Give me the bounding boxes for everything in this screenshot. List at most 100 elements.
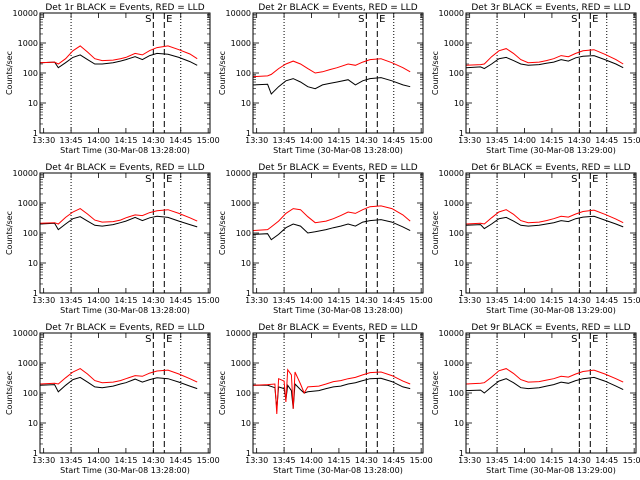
- lld-series-line: [252, 368, 411, 415]
- x-tick-label: 15:00: [623, 296, 640, 305]
- start-marker-label: S: [145, 14, 151, 25]
- y-tick-label: 1000: [444, 199, 464, 208]
- panel-title: Det 5r BLACK = Events, RED = LLD: [258, 163, 417, 173]
- plot-frame: [252, 12, 424, 134]
- y-tick-label: 100: [236, 229, 251, 238]
- x-tick-label: 14:30: [142, 136, 165, 145]
- panel-det-1r: Det 1r BLACK = Events, RED = LLD 1 10 100 10…: [5, 3, 220, 155]
- x-axis-label: Start Time (30-Mar-08 13:29:00): [486, 306, 616, 315]
- panel-det-5r: Det 5r BLACK = Events, RED = LLD 1 10 100 10…: [218, 163, 433, 315]
- y-tick-label: 1000: [444, 359, 464, 368]
- y-axis-label: Counts/sec: [5, 211, 14, 255]
- x-tick-label: 14:15: [114, 456, 137, 465]
- end-marker-label: E: [592, 334, 598, 345]
- x-tick-label: 14:15: [540, 456, 563, 465]
- x-tick-label: 14:30: [355, 136, 378, 145]
- x-tick-label: 15:00: [410, 456, 433, 465]
- x-tick-label: 14:15: [114, 136, 137, 145]
- y-tick-label: 100: [236, 69, 251, 78]
- y-tick-label: 10: [28, 259, 38, 268]
- x-tick-label: 13:30: [32, 136, 55, 145]
- end-marker-label: E: [166, 334, 172, 345]
- x-tick-label: 13:30: [245, 136, 268, 145]
- end-marker-label: E: [379, 14, 385, 25]
- x-tick-label: 13:30: [245, 296, 268, 305]
- x-axis-label: Start Time (30-Mar-08 13:28:00): [60, 306, 190, 315]
- start-marker-label: S: [358, 14, 364, 25]
- x-tick-label: 14:30: [568, 456, 591, 465]
- x-tick-label: 14:00: [87, 456, 110, 465]
- x-tick-label: 13:45: [60, 296, 83, 305]
- panel-title: Det 3r BLACK = Events, RED = LLD: [471, 3, 630, 13]
- x-tick-label: 14:00: [87, 136, 110, 145]
- x-tick-label: 14:45: [595, 136, 618, 145]
- y-tick-label: 100: [236, 389, 251, 398]
- x-tick-label: 13:30: [458, 296, 481, 305]
- x-tick-label: 14:30: [355, 456, 378, 465]
- y-axis-label: Counts/sec: [218, 371, 227, 415]
- y-tick-label: 1000: [231, 199, 251, 208]
- y-tick-label: 10000: [439, 329, 464, 338]
- x-tick-label: 14:15: [327, 296, 350, 305]
- x-tick-label: 13:45: [486, 296, 509, 305]
- lld-series-line: [252, 205, 411, 232]
- end-marker-label: E: [166, 174, 172, 185]
- y-tick-label: 1: [33, 289, 38, 298]
- x-axis-label: Start Time (30-Mar-08 13:28:00): [60, 146, 190, 155]
- y-tick-label: 100: [449, 229, 464, 238]
- x-tick-label: 13:30: [32, 296, 55, 305]
- panel-det-2r: Det 2r BLACK = Events, RED = LLD 1 10 100 10…: [218, 3, 433, 155]
- y-tick-label: 100: [449, 69, 464, 78]
- start-marker-label: S: [145, 174, 151, 185]
- events-series-line: [253, 377, 411, 409]
- x-axis-label: Start Time (30-Mar-08 13:28:00): [60, 466, 190, 475]
- x-tick-label: 14:15: [540, 136, 563, 145]
- y-tick-label: 10: [241, 99, 251, 108]
- y-axis-label: Counts/sec: [218, 51, 227, 95]
- x-tick-label: 14:30: [142, 456, 165, 465]
- y-tick-label: 10000: [226, 329, 251, 338]
- y-tick-label: 10000: [13, 169, 38, 178]
- x-tick-label: 13:45: [60, 136, 83, 145]
- x-tick-label: 14:00: [300, 296, 323, 305]
- y-tick-label: 10: [454, 99, 464, 108]
- y-tick-label: 1000: [231, 39, 251, 48]
- y-axis-label: Counts/sec: [431, 371, 440, 415]
- y-tick-label: 1: [33, 129, 38, 138]
- panel-det-9r: Det 9r BLACK = Events, RED = LLD 1 10 100 10…: [431, 323, 640, 475]
- x-tick-label: 14:45: [382, 296, 405, 305]
- y-tick-label: 10: [241, 419, 251, 428]
- x-tick-label: 14:30: [355, 296, 378, 305]
- y-tick-label: 100: [449, 389, 464, 398]
- x-tick-label: 13:30: [245, 456, 268, 465]
- end-marker-label: E: [379, 174, 385, 185]
- lld-series-line: [39, 208, 198, 225]
- start-marker-label: S: [358, 174, 364, 185]
- y-tick-label: 1: [459, 289, 464, 298]
- x-tick-label: 14:30: [142, 296, 165, 305]
- x-tick-label: 13:45: [273, 456, 296, 465]
- end-marker-label: E: [166, 14, 172, 25]
- events-series-line: [252, 219, 411, 241]
- lld-series-line: [39, 368, 198, 385]
- end-marker-label: E: [592, 14, 598, 25]
- y-tick-label: 1: [246, 289, 251, 298]
- panel-title: Det 7r BLACK = Events, RED = LLD: [45, 323, 204, 333]
- x-tick-label: 14:45: [382, 136, 405, 145]
- x-tick-label: 14:00: [87, 296, 110, 305]
- x-tick-label: 13:45: [486, 456, 509, 465]
- y-tick-label: 10000: [226, 169, 251, 178]
- y-tick-label: 10000: [13, 329, 38, 338]
- lld-series-line: [465, 209, 624, 225]
- x-tick-label: 14:45: [595, 296, 618, 305]
- lld-series-line: [39, 45, 198, 65]
- x-tick-label: 13:45: [273, 136, 296, 145]
- start-marker-label: S: [571, 334, 577, 345]
- x-tick-label: 14:00: [300, 136, 323, 145]
- x-axis-label: Start Time (30-Mar-08 13:29:00): [486, 466, 616, 475]
- panel-det-4r: Det 4r BLACK = Events, RED = LLD 1 10 100 10…: [5, 163, 220, 315]
- x-tick-label: 15:00: [197, 456, 220, 465]
- y-tick-label: 10: [28, 99, 38, 108]
- x-tick-label: 14:45: [595, 456, 618, 465]
